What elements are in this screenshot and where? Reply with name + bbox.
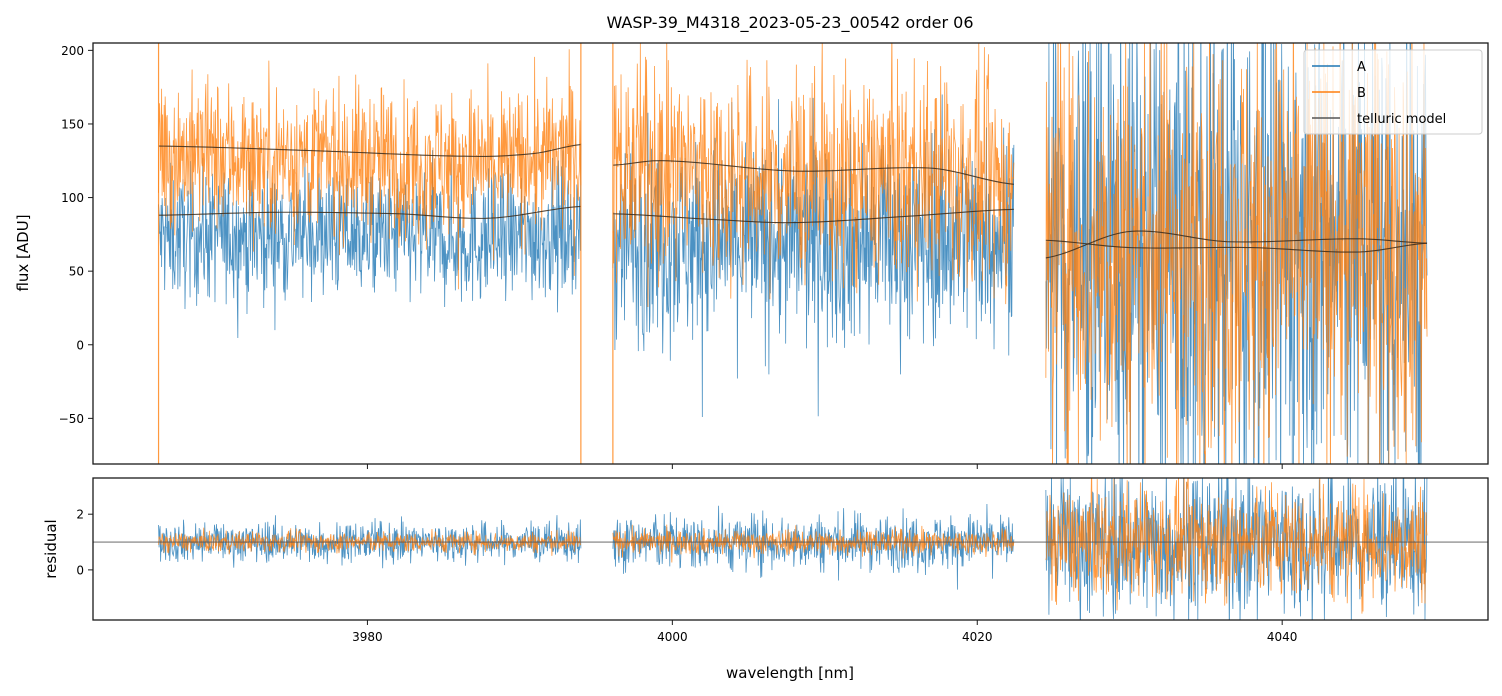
series-b-line bbox=[1045, 43, 1428, 464]
chart-title: WASP-39_M4318_2023-05-23_00542 order 06 bbox=[606, 13, 973, 33]
residual-y-ticks: 02 bbox=[76, 508, 93, 577]
residual-y-axis-label: residual bbox=[42, 519, 60, 578]
flux-axes-frame bbox=[92, 42, 1489, 465]
flux-y-ticks: −50 0 50 100 150 200 bbox=[59, 44, 93, 426]
residual-x-ticks: 3980 4000 4020 4040 bbox=[352, 620, 1297, 644]
telluric-model-a bbox=[1045, 230, 1428, 259]
xtick-label: 4040 bbox=[1267, 630, 1298, 644]
series-a-line bbox=[158, 143, 582, 339]
telluric-model-b bbox=[612, 160, 1014, 185]
flux-x-ticks bbox=[366, 464, 1283, 469]
xtick-label: 4020 bbox=[962, 630, 993, 644]
legend-entry-telluric: telluric model bbox=[1312, 112, 1446, 127]
telluric-model-b bbox=[1045, 239, 1428, 253]
flux-plot-area bbox=[157, 43, 1428, 464]
flux-ytick-label: −50 bbox=[59, 412, 84, 426]
residual-panel: 02 3980 4000 4020 4040 residual wavelength … bbox=[42, 477, 1489, 682]
telluric-model-a bbox=[158, 205, 581, 219]
flux-ytick-label: 50 bbox=[69, 265, 84, 279]
flux-ytick-label: 100 bbox=[61, 191, 84, 205]
legend-label-b: B bbox=[1357, 86, 1366, 101]
legend-entry-b: B bbox=[1312, 86, 1366, 101]
residual-axes-frame bbox=[92, 477, 1489, 621]
legend: A B telluric model bbox=[1303, 49, 1483, 135]
flux-ytick-label: 200 bbox=[61, 44, 84, 58]
flux-ytick-label: 150 bbox=[61, 117, 84, 131]
residual-b-line bbox=[158, 527, 582, 556]
residual-plot-area bbox=[93, 478, 1488, 620]
flux-panel: −50 0 50 100 150 200 flux [ADU] A B telluric … bbox=[14, 42, 1489, 469]
series-b-line bbox=[612, 43, 1015, 307]
xtick-label: 3980 bbox=[352, 630, 383, 644]
series-b-line bbox=[158, 49, 582, 290]
residual-ytick-label: 2 bbox=[76, 508, 84, 522]
flux-ytick-label: 0 bbox=[76, 338, 84, 352]
flux-y-axis-label: flux [ADU] bbox=[14, 214, 32, 291]
telluric-model-a bbox=[612, 208, 1014, 224]
legend-entry-a: A bbox=[1312, 60, 1366, 75]
residual-b-line bbox=[612, 524, 1015, 563]
legend-box bbox=[1303, 49, 1483, 135]
residual-b-line bbox=[1045, 478, 1428, 614]
residual-ytick-label: 0 bbox=[76, 563, 84, 577]
legend-label-telluric: telluric model bbox=[1357, 112, 1446, 127]
xtick-label: 4000 bbox=[657, 630, 688, 644]
legend-label-a: A bbox=[1357, 60, 1366, 75]
x-axis-label: wavelength [nm] bbox=[726, 664, 854, 682]
telluric-model-b bbox=[158, 144, 581, 157]
